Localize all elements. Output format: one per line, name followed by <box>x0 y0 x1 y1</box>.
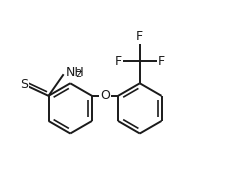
Text: 2: 2 <box>75 69 81 79</box>
Text: F: F <box>115 55 122 68</box>
Text: NH: NH <box>65 66 84 79</box>
Text: F: F <box>158 55 165 68</box>
Text: O: O <box>100 89 110 102</box>
Text: F: F <box>136 30 143 43</box>
Text: S: S <box>21 78 29 91</box>
